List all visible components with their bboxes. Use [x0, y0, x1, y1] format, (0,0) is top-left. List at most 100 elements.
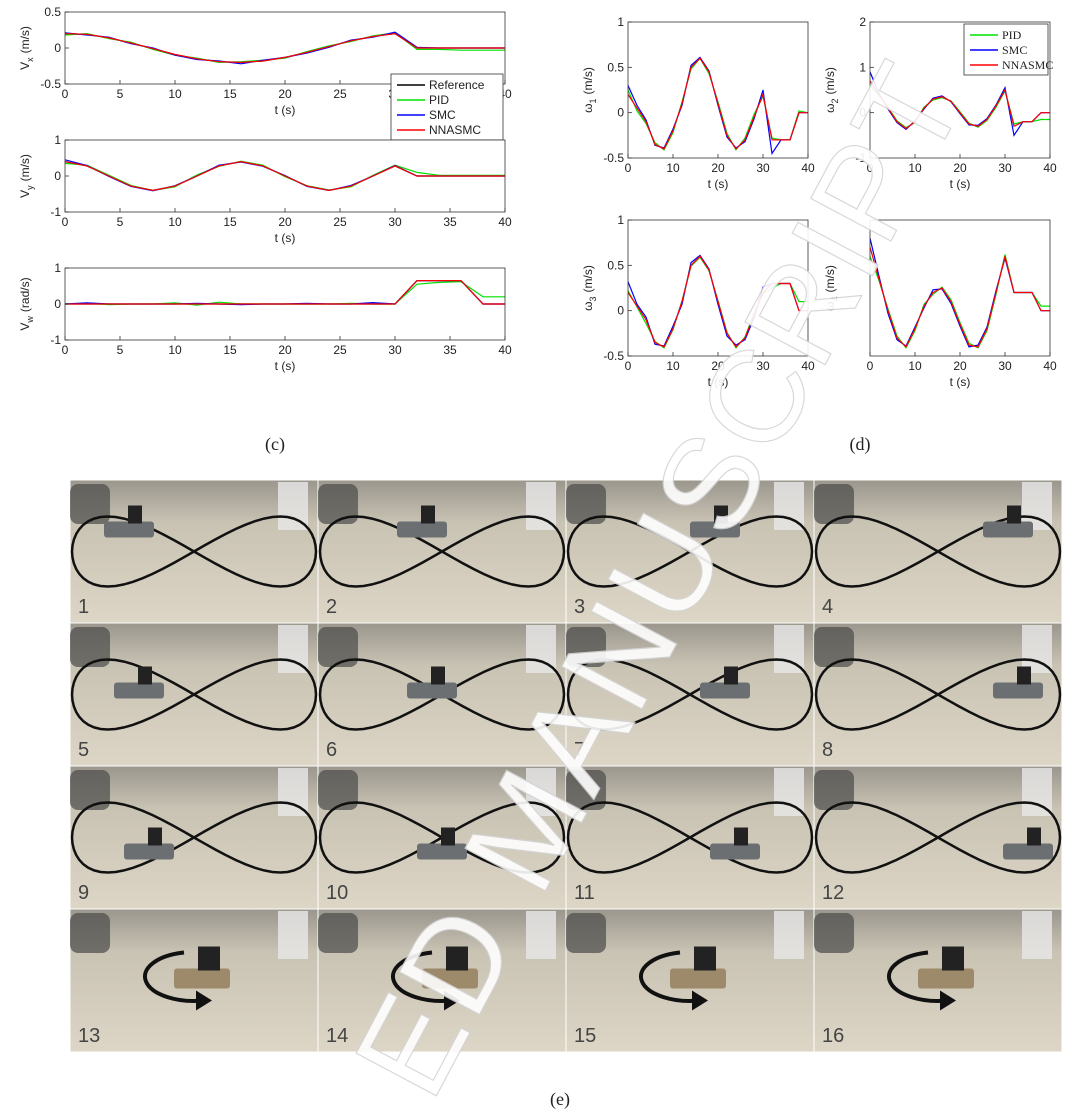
- y-label-main: ω: [581, 103, 595, 112]
- robot-screen: [1027, 828, 1041, 846]
- photo-frame: 12: [814, 766, 1062, 909]
- x-tick-label: 10: [908, 359, 922, 373]
- y-label-main: V: [18, 323, 32, 331]
- robot-screen: [1017, 667, 1031, 685]
- wall-panel: [774, 911, 804, 959]
- chairs: [814, 913, 854, 953]
- y-label-main: ω: [581, 301, 595, 310]
- y-axis-label: Vw(rad/s): [18, 277, 35, 330]
- x-tick-label: 15: [223, 87, 237, 101]
- x-tick-label: 25: [333, 87, 347, 101]
- y-label-main: V: [18, 62, 32, 70]
- x-tick-label: 20: [278, 87, 292, 101]
- x-tick-label: 40: [1043, 161, 1057, 175]
- photo-frame: 2: [318, 480, 566, 623]
- x-tick-label: 10: [168, 343, 182, 357]
- legend-label: NNASMC: [1002, 58, 1053, 72]
- x-tick-label: 20: [278, 215, 292, 229]
- x-axis-label: t (s): [708, 177, 729, 191]
- frame-number: 1: [78, 596, 89, 618]
- frame-number: 13: [78, 1025, 100, 1047]
- robot: [700, 683, 750, 699]
- robot-screen: [724, 667, 738, 685]
- figure: 0510152025303540-0.500.5t (s)Vx(m/s)Refe…: [0, 0, 1066, 1115]
- y-label-unit: (m/s): [581, 67, 595, 94]
- robot: [124, 844, 174, 860]
- frame-number: 15: [574, 1025, 596, 1047]
- x-tick-label: 0: [62, 343, 69, 357]
- x-tick-label: 30: [388, 215, 402, 229]
- x-tick-label: 0: [867, 359, 874, 373]
- x-tick-label: 40: [498, 343, 512, 357]
- photo-frame: 9: [70, 766, 318, 909]
- panel-label: (d): [850, 434, 871, 455]
- robot: [710, 844, 760, 860]
- robot-screen: [1007, 506, 1021, 524]
- chart: 0510152025303540-101t (s)Vw(rad/s): [18, 261, 512, 373]
- robot: [104, 522, 154, 538]
- robot-screen: [431, 667, 445, 685]
- x-tick-label: 0: [62, 215, 69, 229]
- y-label-sub: 3: [588, 296, 598, 301]
- robot-screen: [138, 667, 152, 685]
- robot: [114, 683, 164, 699]
- x-axis-label: t (s): [275, 231, 296, 245]
- robot-screen: [148, 828, 162, 846]
- y-label-sub: y: [25, 185, 35, 190]
- y-tick-label: 0.5: [44, 5, 61, 19]
- robot: [918, 969, 974, 989]
- plot-area: [628, 22, 808, 158]
- x-tick-label: 25: [333, 215, 347, 229]
- y-tick-label: 1: [617, 213, 624, 227]
- x-tick-label: 30: [998, 359, 1012, 373]
- y-axis-label: Vx(m/s): [18, 26, 35, 70]
- y-label-unit: (rad/s): [18, 277, 32, 312]
- frame-number: 6: [326, 739, 337, 761]
- frame-number: 8: [822, 739, 833, 761]
- robot: [1003, 844, 1053, 860]
- x-tick-label: 35: [443, 343, 457, 357]
- x-tick-label: 30: [388, 343, 402, 357]
- x-tick-label: 10: [168, 215, 182, 229]
- x-tick-label: 10: [666, 359, 680, 373]
- x-tick-label: 10: [168, 87, 182, 101]
- robot-screen: [694, 947, 716, 971]
- x-tick-label: 0: [62, 87, 69, 101]
- frame-number: 12: [822, 882, 844, 904]
- y-label-sub: 1: [588, 98, 598, 103]
- y-tick-label: 1: [54, 133, 61, 147]
- robot-screen: [198, 947, 220, 971]
- x-tick-label: 0: [625, 359, 632, 373]
- y-tick-label: 0: [54, 297, 61, 311]
- robot-screen: [128, 506, 142, 524]
- x-tick-label: 15: [223, 343, 237, 357]
- y-tick-label: -0.5: [40, 77, 61, 91]
- chart: 010203040-0.500.51t (s)ω1(m/s): [581, 15, 815, 191]
- x-axis-label: t (s): [950, 375, 971, 389]
- x-tick-label: 40: [1043, 359, 1057, 373]
- wall-panel: [1022, 911, 1052, 959]
- x-tick-label: 20: [711, 161, 725, 175]
- legend-label: PID: [1002, 28, 1022, 42]
- photo-frame: 16: [814, 909, 1062, 1052]
- y-tick-label: 0: [617, 106, 624, 120]
- x-tick-label: 35: [443, 215, 457, 229]
- x-tick-label: 5: [117, 87, 124, 101]
- x-tick-label: 5: [117, 215, 124, 229]
- x-tick-label: 40: [498, 215, 512, 229]
- x-axis-label: t (s): [275, 103, 296, 117]
- chairs: [318, 913, 358, 953]
- y-axis-label: ω1 (m/s): [581, 67, 598, 113]
- y-label-unit: (m/s): [18, 154, 32, 181]
- chart: 0510152025303540-101t (s)Vy(m/s): [18, 133, 512, 245]
- y-tick-label: 2: [859, 15, 866, 29]
- robot: [983, 522, 1033, 538]
- x-tick-label: 10: [666, 161, 680, 175]
- frame-number: 2: [326, 596, 337, 618]
- photo-frame: 4: [814, 480, 1062, 623]
- robot: [397, 522, 447, 538]
- frame-number: 5: [78, 739, 89, 761]
- legend: ReferencePIDSMCNNASMC: [391, 74, 503, 140]
- wall-panel: [278, 911, 308, 959]
